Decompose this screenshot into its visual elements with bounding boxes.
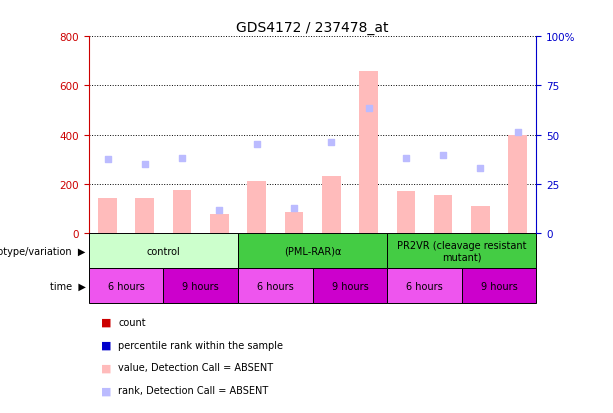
Bar xyxy=(359,71,378,233)
Bar xyxy=(508,135,527,233)
Text: ■: ■ xyxy=(101,317,112,327)
Bar xyxy=(210,215,229,233)
Point xyxy=(215,207,224,214)
Text: 6 hours: 6 hours xyxy=(108,281,145,291)
Point xyxy=(140,161,150,168)
Text: control: control xyxy=(147,246,180,256)
Bar xyxy=(98,199,117,233)
Text: 9 hours: 9 hours xyxy=(183,281,219,291)
Bar xyxy=(387,233,536,268)
Bar xyxy=(89,233,238,268)
Bar xyxy=(387,268,462,304)
Text: count: count xyxy=(118,317,146,327)
Text: value, Detection Call = ABSENT: value, Detection Call = ABSENT xyxy=(118,363,273,373)
Text: time  ▶: time ▶ xyxy=(50,281,86,291)
Text: ■: ■ xyxy=(101,385,112,395)
Bar xyxy=(173,190,191,233)
Point xyxy=(476,165,485,172)
Bar xyxy=(313,268,387,304)
Point xyxy=(289,206,299,212)
Text: genotype/variation  ▶: genotype/variation ▶ xyxy=(0,246,86,256)
Point xyxy=(513,130,523,136)
Bar xyxy=(164,268,238,304)
Bar xyxy=(434,195,452,233)
Point xyxy=(438,153,448,159)
Text: 9 hours: 9 hours xyxy=(481,281,517,291)
Point xyxy=(177,155,187,162)
Bar xyxy=(284,213,303,233)
Text: 6 hours: 6 hours xyxy=(406,281,443,291)
Text: percentile rank within the sample: percentile rank within the sample xyxy=(118,340,283,350)
Text: PR2VR (cleavage resistant
mutant): PR2VR (cleavage resistant mutant) xyxy=(397,240,527,262)
Title: GDS4172 / 237478_at: GDS4172 / 237478_at xyxy=(237,21,389,35)
Bar xyxy=(238,268,313,304)
Bar xyxy=(462,268,536,304)
Text: rank, Detection Call = ABSENT: rank, Detection Call = ABSENT xyxy=(118,385,268,395)
Bar xyxy=(397,192,415,233)
Point xyxy=(364,105,373,112)
Bar xyxy=(89,268,164,304)
Bar xyxy=(248,182,266,233)
Point xyxy=(401,155,411,162)
Point xyxy=(326,139,336,146)
Text: ■: ■ xyxy=(101,363,112,373)
Bar xyxy=(322,177,341,233)
Text: 9 hours: 9 hours xyxy=(332,281,368,291)
Text: 6 hours: 6 hours xyxy=(257,281,294,291)
Text: ■: ■ xyxy=(101,340,112,350)
Point xyxy=(252,142,262,148)
Bar xyxy=(238,233,387,268)
Bar xyxy=(471,206,490,233)
Point xyxy=(102,157,112,163)
Text: (PML-RAR)α: (PML-RAR)α xyxy=(284,246,341,256)
Bar xyxy=(135,199,154,233)
